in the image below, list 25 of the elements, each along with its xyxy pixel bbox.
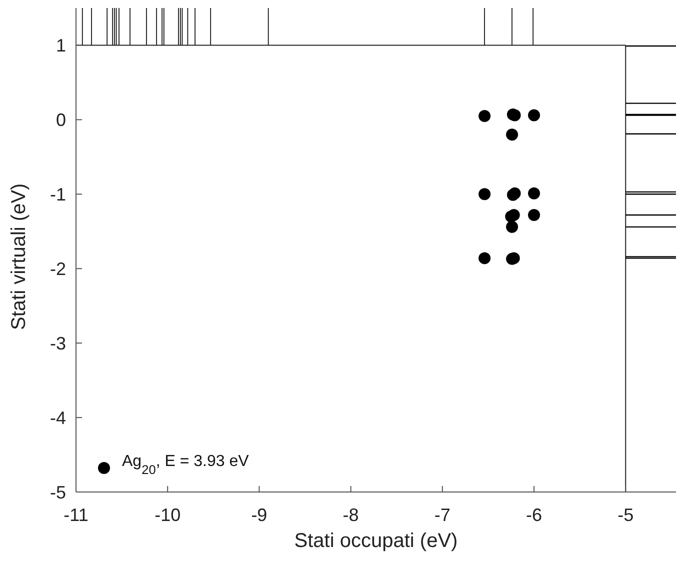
y-tick-label: -5	[50, 482, 66, 502]
x-tick-label: -5	[618, 504, 634, 525]
legend-label: Ag$_{20}$, E = 3.93 eV	[122, 453, 250, 476]
point	[506, 220, 518, 233]
point	[506, 128, 518, 141]
x-tick-label: -9	[251, 504, 268, 525]
y-tick-label: 1	[56, 36, 66, 56]
y-axis-title: Stati virtuali (eV)	[8, 183, 30, 330]
x-tick-label: -10	[154, 504, 181, 525]
x-tick-label: -7	[434, 504, 450, 525]
y-tick-label: -4	[50, 408, 66, 428]
y-tick-label: -3	[50, 333, 66, 354]
point	[478, 188, 491, 200]
x-axis-title: Stati occupati (eV)	[294, 530, 458, 552]
y-tick-label: 0	[56, 110, 66, 130]
x-tick-label: -6	[526, 504, 542, 525]
y-tick-label: -1	[50, 184, 66, 205]
x-tick-label: -8	[342, 504, 359, 525]
point	[528, 209, 540, 222]
point	[478, 252, 491, 264]
y-tick-label: -2	[50, 259, 66, 280]
point	[528, 109, 540, 122]
point	[478, 110, 491, 122]
x-tick-label: -11	[64, 504, 88, 525]
point	[528, 187, 540, 200]
